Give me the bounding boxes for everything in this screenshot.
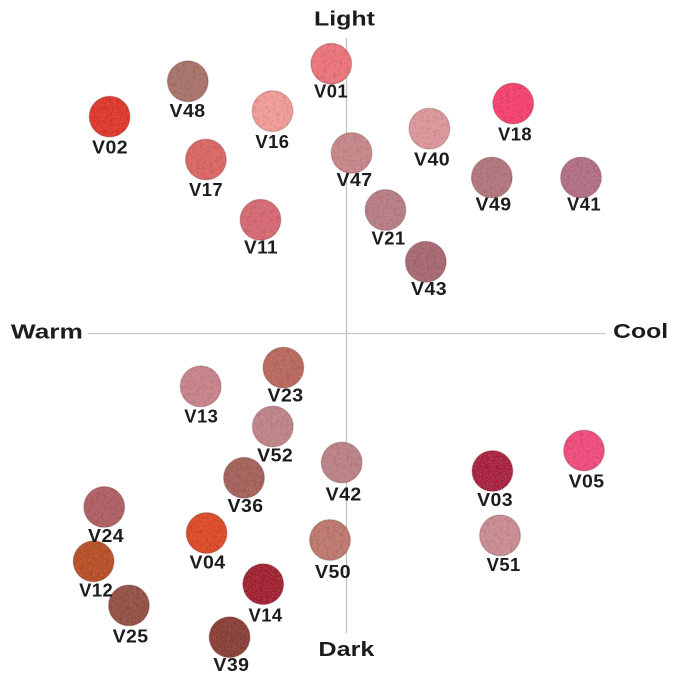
svg-text:V02: V02 bbox=[92, 137, 128, 157]
svg-text:V47: V47 bbox=[337, 170, 373, 190]
svg-text:V16: V16 bbox=[255, 132, 289, 152]
svg-text:Warm: Warm bbox=[11, 322, 83, 344]
svg-text:V42: V42 bbox=[326, 485, 362, 505]
svg-text:Dark: Dark bbox=[318, 639, 375, 661]
svg-text:V05: V05 bbox=[569, 472, 605, 492]
svg-text:V36: V36 bbox=[228, 496, 264, 516]
svg-text:V52: V52 bbox=[257, 446, 293, 466]
svg-text:V50: V50 bbox=[315, 562, 351, 582]
svg-text:V04: V04 bbox=[190, 553, 226, 573]
svg-text:V12: V12 bbox=[79, 581, 113, 601]
svg-text:Cool: Cool bbox=[613, 321, 668, 343]
svg-text:V49: V49 bbox=[476, 195, 512, 215]
svg-text:V48: V48 bbox=[170, 101, 206, 121]
svg-text:V43: V43 bbox=[411, 279, 447, 299]
svg-text:V14: V14 bbox=[249, 605, 283, 625]
svg-text:V51: V51 bbox=[487, 555, 521, 575]
svg-text:V39: V39 bbox=[213, 655, 249, 675]
svg-text:V18: V18 bbox=[498, 125, 532, 145]
svg-text:V17: V17 bbox=[189, 180, 223, 200]
svg-text:V21: V21 bbox=[372, 229, 406, 249]
svg-text:V24: V24 bbox=[88, 526, 124, 546]
svg-text:V01: V01 bbox=[314, 81, 348, 101]
svg-text:V13: V13 bbox=[184, 407, 218, 427]
svg-text:V40: V40 bbox=[414, 149, 450, 169]
svg-text:V41: V41 bbox=[567, 195, 601, 215]
svg-text:Light: Light bbox=[314, 9, 375, 31]
svg-text:V23: V23 bbox=[268, 385, 304, 405]
svg-text:V03: V03 bbox=[477, 490, 513, 510]
svg-text:V25: V25 bbox=[113, 627, 149, 647]
svg-text:V11: V11 bbox=[244, 238, 278, 258]
